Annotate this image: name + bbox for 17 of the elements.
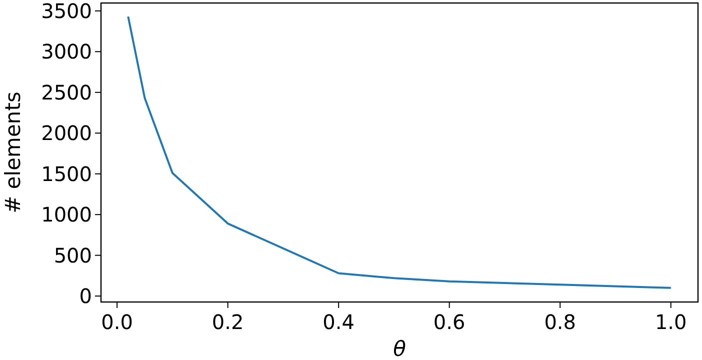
y-axis-title: # elements <box>1 92 25 214</box>
y-tick-label: 1500 <box>41 162 92 186</box>
x-tick-label: 0.4 <box>322 310 354 334</box>
y-tick-label: 1000 <box>41 202 92 227</box>
y-tick-label: 2500 <box>41 80 92 104</box>
line-series <box>127 16 672 289</box>
x-tick-label: 0.2 <box>212 310 244 334</box>
y-tick-label: 3000 <box>41 40 92 64</box>
x-tick-label: 0.8 <box>544 310 576 334</box>
x-tick-label: 1.0 <box>654 310 687 334</box>
y-tick-label: 2000 <box>41 121 92 146</box>
x-tick-label: 0.0 <box>101 310 133 334</box>
y-tick-label: 500 <box>54 243 92 268</box>
y-tick-label: 3500 <box>41 0 92 23</box>
x-axis-title: θ <box>393 337 406 360</box>
x-tick-label: 0.6 <box>433 310 466 334</box>
y-tick-label: 0 <box>79 284 92 308</box>
